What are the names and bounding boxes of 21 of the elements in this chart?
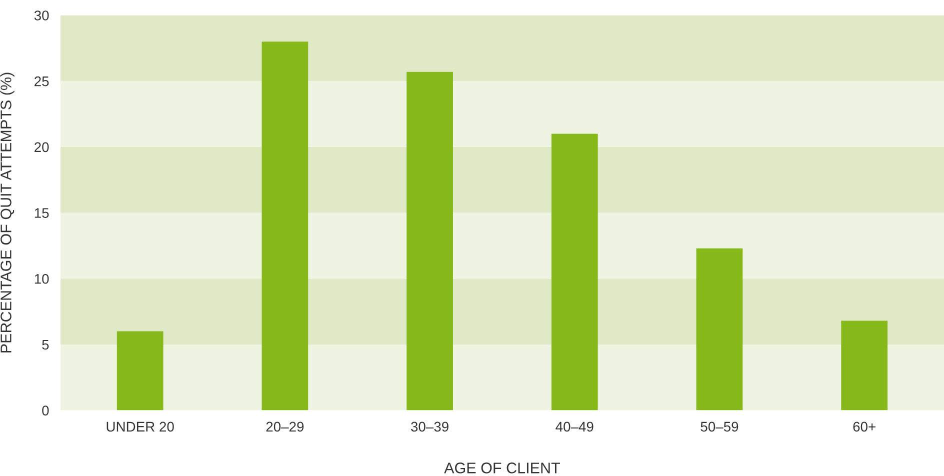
y-tick-label: 20 <box>34 142 49 152</box>
y-tick-label: 30 <box>34 10 49 20</box>
bar <box>696 248 743 410</box>
bar <box>406 72 453 410</box>
x-tick-label: 50–59 <box>700 422 738 432</box>
x-axis-title: AGE OF CLIENT <box>444 462 560 474</box>
bar <box>116 331 164 410</box>
y-tick-label: 15 <box>34 208 49 218</box>
bar <box>262 42 308 410</box>
bar <box>551 134 598 410</box>
bar <box>841 320 888 410</box>
x-tick-label: 20–29 <box>266 422 304 432</box>
y-tick-label: 5 <box>42 340 49 350</box>
x-tick-label: 30–39 <box>411 422 448 432</box>
x-tick-label: UNDER 20 <box>106 422 174 432</box>
y-tick-label: 0 <box>42 406 49 416</box>
y-tick-label: 25 <box>34 76 49 86</box>
x-tick-label: 60+ <box>853 422 876 432</box>
x-tick-label: 40–49 <box>556 422 594 432</box>
y-axis-title: PERCENTAGE OF QUIT ATTEMPTS (%) <box>0 72 14 352</box>
y-tick-label: 10 <box>34 274 49 284</box>
